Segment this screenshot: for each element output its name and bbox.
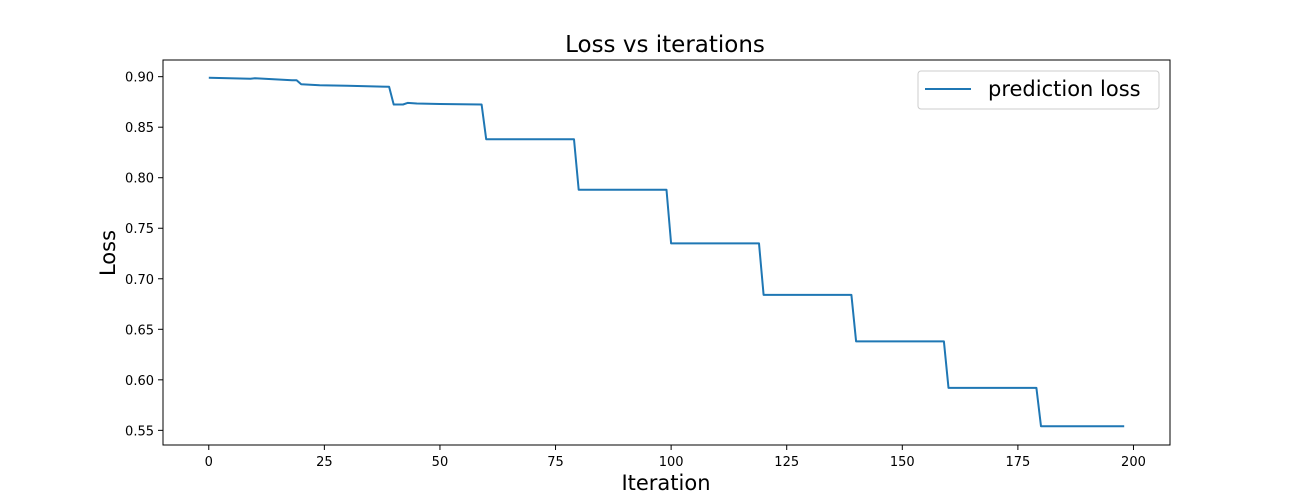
x-tick-label: 25 xyxy=(316,455,333,470)
y-tick-label: 0.80 xyxy=(125,172,154,187)
x-axis-label: Iteration xyxy=(621,471,710,495)
y-tick-label: 0.55 xyxy=(125,424,154,439)
y-axis: 0.55 0.60 0.65 0.70 0.75 0.80 0.85 0.90 xyxy=(125,71,163,439)
x-tick-label: 150 xyxy=(890,455,915,470)
x-tick-label: 200 xyxy=(1121,455,1146,470)
y-tick-label: 0.65 xyxy=(125,323,154,338)
x-axis: 0 25 50 75 100 125 150 175 200 xyxy=(205,445,1146,470)
y-tick-label: 0.60 xyxy=(125,374,154,389)
plot-frame xyxy=(162,59,1171,446)
y-axis-label: Loss xyxy=(96,230,120,276)
x-tick-label: 75 xyxy=(547,455,564,470)
legend-box xyxy=(917,70,1160,110)
x-tick-label: 100 xyxy=(659,455,684,470)
y-tick-label: 0.75 xyxy=(125,222,154,237)
series-line-prediction-loss xyxy=(208,76,1125,428)
x-tick-label: 0 xyxy=(205,455,213,470)
y-tick-label: 0.70 xyxy=(125,273,154,288)
x-tick-label: 50 xyxy=(432,455,449,470)
legend: prediction loss xyxy=(917,70,1160,110)
x-tick-label: 125 xyxy=(774,455,799,470)
y-tick-label: 0.90 xyxy=(125,71,154,86)
y-tick-label: 0.85 xyxy=(125,121,154,136)
chart-title: Loss vs iterations xyxy=(565,32,765,58)
plot-area xyxy=(208,76,1125,428)
x-tick-label: 175 xyxy=(1005,455,1030,470)
legend-label-prediction-loss: prediction loss xyxy=(988,77,1141,101)
